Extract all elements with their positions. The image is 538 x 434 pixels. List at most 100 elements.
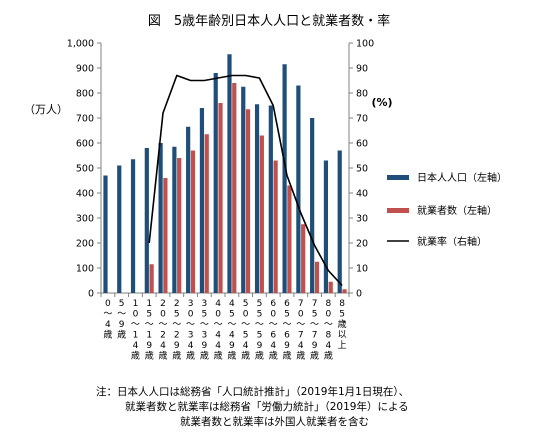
- x-tick-char: 8: [325, 299, 331, 309]
- population-bar: [268, 105, 273, 293]
- x-tick-char: 歳: [145, 350, 154, 362]
- x-tick-char: 6: [284, 299, 290, 309]
- x-tick-char: ～: [269, 320, 278, 330]
- bars: [103, 54, 347, 293]
- x-tick-char: 0: [270, 310, 276, 320]
- x-tick-char: 4: [133, 341, 139, 351]
- x-tick-label: 30～34歳: [186, 299, 195, 362]
- x-tick-char: 歳: [200, 350, 209, 362]
- x-tick-char: 歳: [338, 318, 347, 330]
- x-tick-label: 80～84歳: [324, 299, 333, 362]
- right-tick-label: 50: [356, 164, 368, 175]
- population-bar: [199, 108, 205, 293]
- x-tick-char: 1: [133, 299, 139, 309]
- x-tick-char: 6: [270, 331, 276, 341]
- x-tick-char: 7: [298, 331, 304, 341]
- x-tick-char: 5: [257, 331, 263, 341]
- x-tick-char: 4: [215, 331, 221, 341]
- population-bar: [323, 160, 329, 293]
- x-tick-char: 上: [338, 340, 347, 351]
- x-tick-char: ～: [103, 310, 112, 320]
- x-tick-char: 4: [105, 320, 111, 330]
- x-tick-char: 9: [174, 341, 180, 351]
- x-tick-char: 7: [312, 331, 318, 341]
- right-tick-label: 20: [356, 239, 368, 250]
- note-line-3: 就業者数と就業率は外国人就業者を含む: [180, 416, 369, 428]
- right-tick-label: 40: [356, 189, 368, 200]
- x-tick-char: 7: [298, 299, 304, 309]
- x-tick-char: ～: [324, 320, 333, 330]
- left-axis-label: （万人）: [24, 103, 68, 116]
- x-tick-char: 4: [243, 341, 249, 351]
- left-tick-label: 100: [76, 264, 94, 275]
- x-tick-char: 歳: [103, 329, 112, 341]
- population-bar: [337, 150, 342, 293]
- x-tick-label: 50～54歳: [241, 299, 250, 362]
- left-tick-label: 600: [76, 139, 94, 150]
- employed-bar: [314, 261, 320, 293]
- x-tick-char: ～: [186, 320, 195, 330]
- rate-line: [148, 74, 343, 287]
- employed-bar: [259, 135, 264, 293]
- x-tick-char: 5: [229, 310, 235, 320]
- x-tick-label: 35～39歳: [200, 299, 209, 362]
- x-tick-char: ～: [158, 320, 167, 330]
- x-tick-char: ～: [255, 320, 264, 330]
- population-bar: [158, 143, 163, 293]
- legend-label: 就業率（右軸）: [417, 235, 487, 248]
- employed-bar: [301, 224, 306, 293]
- x-tick-char: 0: [243, 310, 249, 320]
- x-tick-char: 歳: [241, 350, 250, 362]
- x-tick-char: 5: [243, 331, 249, 341]
- x-tick-label: 60～64歳: [269, 299, 278, 362]
- x-tick-label: 20～24歳: [158, 299, 167, 362]
- x-tick-char: 歳: [282, 350, 291, 362]
- x-tick-label: 75～79歳: [310, 299, 319, 362]
- x-tick-char: 2: [174, 331, 180, 341]
- x-tick-char: ～: [200, 320, 209, 330]
- x-tick-label: 40～44歳: [214, 299, 223, 362]
- x-tick-char: 歳: [269, 350, 278, 362]
- x-tick-char: 0: [160, 310, 166, 320]
- x-tick-char: 4: [188, 341, 194, 351]
- x-tick-char: 歳: [255, 350, 264, 362]
- x-tick-char: 3: [188, 331, 194, 341]
- right-tick-label: 80: [356, 89, 368, 100]
- x-tick-char: ～: [214, 320, 223, 330]
- x-tick-char: 1: [146, 331, 152, 341]
- x-tick-char: 9: [257, 341, 263, 351]
- x-tick-char: 5: [257, 310, 263, 320]
- x-tick-char: 2: [160, 331, 166, 341]
- legend-swatch: [387, 208, 409, 213]
- x-tick-char: ～: [282, 320, 291, 330]
- x-tick-char: 5: [119, 299, 125, 309]
- x-tick-char: 9: [119, 320, 125, 330]
- x-tick-label: 65～69歳: [282, 299, 291, 362]
- x-tick-char: 歳: [324, 350, 333, 362]
- x-tick-char: 6: [284, 331, 290, 341]
- x-tick-char: 9: [146, 341, 152, 351]
- employed-bar: [190, 150, 196, 293]
- x-tick-char: 歳: [227, 350, 236, 362]
- employed-bar: [218, 103, 223, 293]
- x-tick-label: 15～19歳: [145, 299, 154, 362]
- x-tick-label: 5～9歳: [117, 299, 126, 341]
- x-tick-char: 2: [160, 299, 166, 309]
- legend-swatch: [387, 175, 409, 180]
- x-tick-label: 25～29歳: [172, 299, 181, 362]
- x-tick-char: 4: [160, 341, 166, 351]
- x-tick-char: 0: [188, 310, 194, 320]
- x-tick-char: 9: [229, 341, 235, 351]
- x-tick-char: 歳: [310, 350, 319, 362]
- x-tick-char: 0: [298, 310, 304, 320]
- employment-rate-line: [148, 74, 343, 287]
- x-tick-char: 0: [105, 299, 111, 309]
- population-bar: [130, 159, 136, 293]
- x-tick-label: 45～49歳: [227, 299, 236, 362]
- x-tick-char: ～: [131, 320, 140, 330]
- employed-bar: [177, 158, 182, 293]
- x-tick-char: 1: [146, 299, 152, 309]
- x-tick-char: ～: [117, 310, 126, 320]
- population-bar: [186, 126, 191, 293]
